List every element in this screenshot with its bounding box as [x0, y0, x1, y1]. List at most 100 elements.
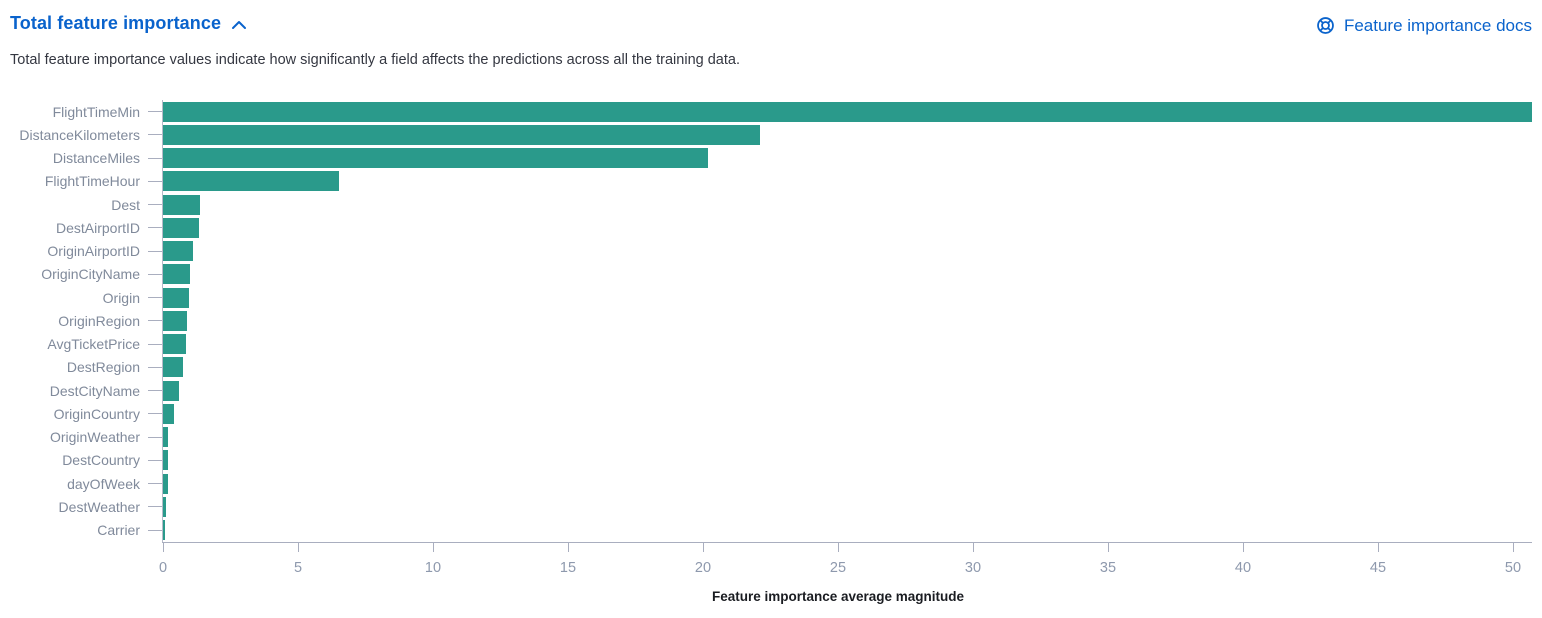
- category-row: OriginWeather: [0, 426, 1542, 449]
- bar: [163, 171, 339, 192]
- category-label: OriginCityName: [41, 266, 140, 283]
- category-row: Origin: [0, 286, 1542, 309]
- category-tick-mark: [148, 459, 162, 461]
- section-description: Total feature importance values indicate…: [10, 52, 740, 68]
- category-tick-mark: [148, 227, 162, 229]
- category-tick-mark: [148, 204, 162, 206]
- category-label: DestCityName: [49, 382, 140, 399]
- category-label: Origin: [102, 289, 140, 306]
- category-tick-mark: [148, 111, 162, 113]
- category-row: DistanceMiles: [0, 147, 1542, 170]
- x-tick-mark: [837, 543, 839, 552]
- x-tick-label: 0: [158, 560, 168, 576]
- x-tick-mark: [1377, 543, 1379, 552]
- bar: [163, 287, 190, 308]
- bar: [163, 380, 180, 401]
- x-tick-label: 50: [1504, 560, 1522, 576]
- category-row: DestWeather: [0, 495, 1542, 518]
- category-row: OriginCountry: [0, 402, 1542, 425]
- category-row: OriginRegion: [0, 309, 1542, 332]
- category-row: FlightTimeMin: [0, 100, 1542, 123]
- category-label: FlightTimeHour: [44, 173, 140, 190]
- bar: [163, 148, 709, 169]
- category-row: OriginAirportID: [0, 240, 1542, 263]
- category-tick-mark: [148, 390, 162, 392]
- category-row: Carrier: [0, 519, 1542, 542]
- category-tick-mark: [148, 180, 162, 182]
- category-label: OriginAirportID: [47, 243, 140, 260]
- x-tick-mark: [297, 543, 299, 552]
- category-tick-mark: [148, 297, 162, 299]
- feature-importance-docs-link[interactable]: Feature importance docs: [1315, 15, 1532, 36]
- bar: [163, 101, 1532, 122]
- documentation-icon: [1317, 17, 1334, 34]
- total-feature-importance-toggle[interactable]: Total feature importance: [10, 13, 247, 34]
- x-tick-label: 15: [559, 560, 577, 576]
- category-row: DestCityName: [0, 379, 1542, 402]
- bar: [163, 357, 184, 378]
- bar: [163, 403, 175, 424]
- x-tick-label: 30: [964, 560, 982, 576]
- category-row: DestRegion: [0, 356, 1542, 379]
- category-label: FlightTimeMin: [52, 103, 140, 120]
- docs-link-label: Feature importance docs: [1343, 15, 1532, 35]
- category-label: DistanceMiles: [52, 150, 140, 167]
- bar: [163, 124, 760, 145]
- chart-rows: FlightTimeMin DistanceKilometers DistanceM…: [0, 100, 1542, 542]
- x-axis-line: [162, 542, 1532, 543]
- bar: [163, 496, 167, 517]
- category-label: DestRegion: [66, 359, 140, 376]
- category-row: OriginCityName: [0, 263, 1542, 286]
- x-tick-mark: [432, 543, 434, 552]
- x-tick-mark: [567, 543, 569, 552]
- category-label: DestCountry: [62, 452, 140, 469]
- bar: [163, 194, 200, 215]
- chevron-up-icon: [232, 20, 247, 29]
- category-row: DestCountry: [0, 449, 1542, 472]
- bar: [163, 473, 168, 494]
- category-label: OriginRegion: [58, 312, 140, 329]
- category-tick-mark: [148, 320, 162, 322]
- category-label: Carrier: [97, 522, 140, 539]
- category-row: DestAirportID: [0, 216, 1542, 239]
- category-tick-mark: [148, 366, 162, 368]
- x-tick-label: 10: [424, 560, 442, 576]
- bar: [163, 450, 168, 471]
- category-row: AvgTicketPrice: [0, 333, 1542, 356]
- category-label: dayOfWeek: [67, 475, 140, 492]
- category-tick-mark: [148, 134, 162, 136]
- category-label: OriginWeather: [49, 429, 140, 446]
- y-axis-line: [162, 100, 163, 543]
- bar: [163, 427, 168, 448]
- category-tick-mark: [148, 413, 162, 415]
- category-label: DestWeather: [58, 498, 140, 515]
- bar: [163, 241, 193, 262]
- bar: [163, 520, 165, 541]
- category-label: DestAirportID: [55, 219, 140, 236]
- category-tick-mark: [148, 506, 162, 508]
- bar: [163, 217, 199, 238]
- category-row: FlightTimeHour: [0, 170, 1542, 193]
- category-label: OriginCountry: [53, 405, 140, 422]
- category-tick-mark: [148, 343, 162, 345]
- category-label: DistanceKilometers: [19, 126, 140, 143]
- x-tick-label: 25: [829, 560, 847, 576]
- section-title: Total feature importance: [10, 13, 222, 33]
- category-label: Dest: [111, 196, 140, 213]
- bar: [163, 310, 188, 331]
- x-tick-label: 35: [1099, 560, 1117, 576]
- category-row: DistanceKilometers: [0, 123, 1542, 146]
- x-tick-label: 40: [1234, 560, 1252, 576]
- category-tick-mark: [148, 250, 162, 252]
- x-tick-mark: [162, 543, 164, 552]
- category-tick-mark: [148, 273, 162, 275]
- x-tick-label: 45: [1369, 560, 1387, 576]
- x-tick-mark: [1512, 543, 1514, 552]
- category-row: dayOfWeek: [0, 472, 1542, 495]
- x-tick-mark: [702, 543, 704, 552]
- x-tick-mark: [972, 543, 974, 552]
- category-row: Dest: [0, 193, 1542, 216]
- feature-importance-chart: FlightTimeMin DistanceKilometers DistanceM…: [0, 100, 1542, 618]
- x-tick-mark: [1242, 543, 1244, 552]
- x-tick-label: 20: [694, 560, 712, 576]
